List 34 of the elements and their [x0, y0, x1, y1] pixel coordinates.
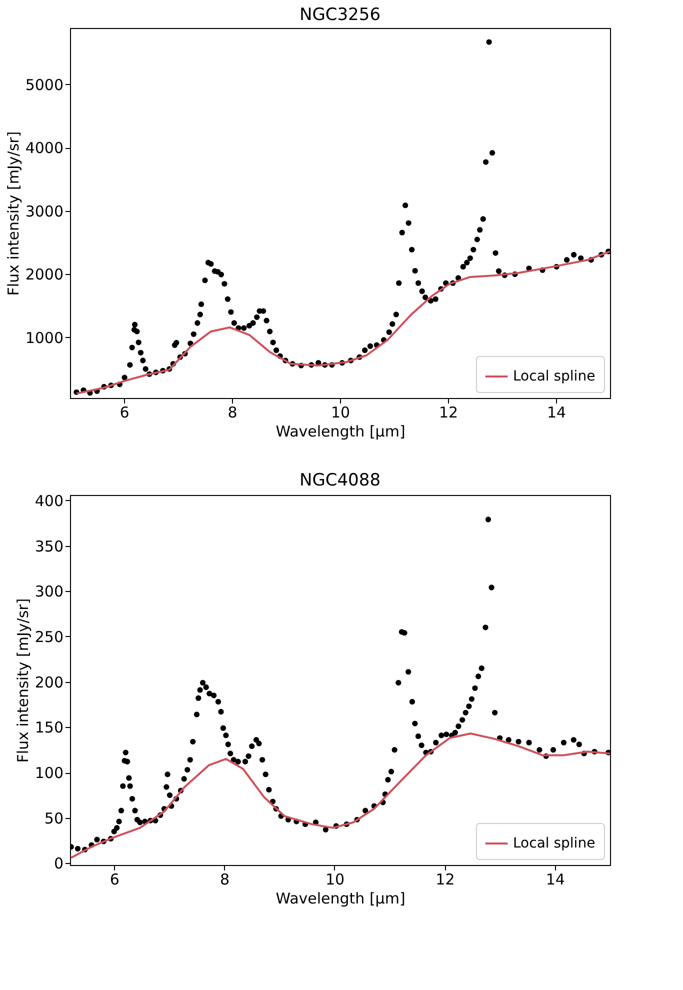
line-series [70, 732, 610, 859]
chart-title: NGC4088 [299, 470, 381, 490]
x-tick-label: 6 [120, 404, 130, 422]
y-axis-title: Flux intensity [mJy/sr] [14, 598, 32, 763]
y-tick-label: 5000 [25, 76, 64, 94]
y-tick-label: 400 [34, 492, 64, 510]
y-tick-label: 150 [34, 718, 64, 737]
y-tick-label: 4000 [25, 139, 64, 158]
chart-title: NGC3256 [299, 5, 381, 25]
y-tick-label: 100 [34, 764, 64, 782]
legend-label: Local spline [513, 368, 596, 384]
x-tick-label: 10 [330, 404, 350, 422]
legend-label: Local spline [513, 836, 596, 852]
y-tick-label: 350 [34, 537, 64, 556]
y-tick-label: 3000 [25, 202, 64, 220]
x-tick-label: 6 [110, 870, 120, 888]
y-tick-label: 250 [34, 628, 64, 646]
x-tick-label: 8 [220, 870, 230, 888]
x-tick-label: 8 [228, 404, 238, 422]
y-tick-label: 200 [34, 673, 64, 692]
y-tick-label: 50 [44, 809, 64, 828]
y-tick-label: 2000 [25, 266, 64, 284]
x-tick-label: 12 [438, 404, 458, 422]
x-tick-label: 12 [436, 870, 455, 888]
y-tick-label: 0 [54, 854, 64, 873]
y-axis-title: Flux intensity [mJy/sr] [4, 131, 22, 296]
x-axis-title: Wavelength [μm] [276, 422, 406, 440]
x-tick-label: 10 [325, 870, 345, 888]
line-series [75, 250, 610, 395]
x-axis-title: Wavelength [μm] [276, 890, 406, 908]
y-tick-label: 1000 [25, 328, 64, 347]
x-tick-label: 14 [546, 404, 566, 422]
y-tick-label: 300 [34, 582, 64, 601]
x-tick-label: 14 [546, 870, 565, 888]
